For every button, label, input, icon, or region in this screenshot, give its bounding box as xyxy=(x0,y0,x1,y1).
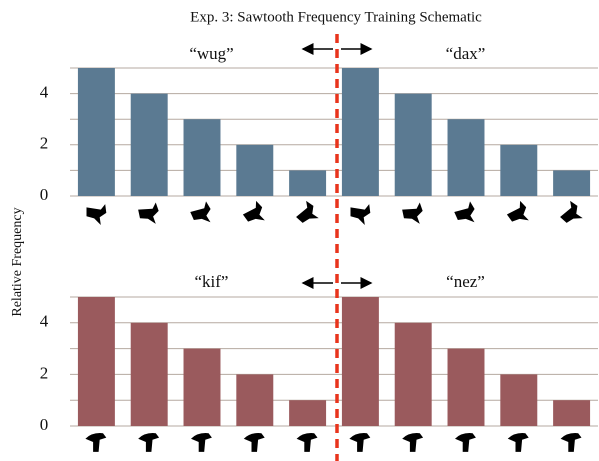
chart: Exp. 3: Sawtooth Frequency Training Sche… xyxy=(0,0,599,461)
bar xyxy=(553,170,590,196)
page: {"title": "Exp. 3: Sawtooth Frequency Tr… xyxy=(0,0,599,461)
stimulus-icon xyxy=(561,433,582,452)
stimulus-icon xyxy=(401,202,425,227)
bar xyxy=(342,68,379,196)
bar xyxy=(553,400,590,426)
bar xyxy=(448,119,485,196)
bar xyxy=(289,400,326,426)
stimulus-icon xyxy=(244,433,265,452)
stimulus-icon xyxy=(138,433,159,452)
stimulus-icon xyxy=(297,433,318,452)
bar xyxy=(78,297,115,426)
bar xyxy=(184,349,221,426)
stimulus-icon xyxy=(241,200,269,229)
bar xyxy=(395,94,432,196)
bar xyxy=(131,94,168,196)
y-axis-label: Relative Frequency xyxy=(10,207,25,316)
group-label: “wug” xyxy=(189,44,233,63)
bar xyxy=(184,119,221,196)
stimulus-icon xyxy=(455,433,476,452)
bar xyxy=(131,323,168,426)
stimulus-icon xyxy=(349,433,370,452)
stimulus-icon xyxy=(137,202,161,227)
stimulus-icon xyxy=(351,204,371,225)
bar xyxy=(448,349,485,426)
stimulus-icon xyxy=(505,200,533,229)
y-tick-label: 4 xyxy=(40,83,49,102)
bar xyxy=(342,297,379,426)
stimulus-icon xyxy=(453,201,480,228)
y-tick-label: 0 xyxy=(40,185,49,204)
chart-title: Exp. 3: Sawtooth Frequency Training Sche… xyxy=(190,9,482,25)
y-tick-label: 2 xyxy=(40,363,49,382)
bar xyxy=(236,374,273,426)
bar xyxy=(289,170,326,196)
stimulus-icon xyxy=(87,204,107,225)
y-tick-label: 0 xyxy=(40,415,49,434)
stimulus-icon xyxy=(508,433,529,452)
bar xyxy=(395,323,432,426)
stimulus-icon xyxy=(85,433,106,452)
group-label: “nez” xyxy=(446,272,485,291)
bar xyxy=(500,374,537,426)
y-tick-label: 2 xyxy=(40,134,49,153)
group-label: “dax” xyxy=(446,44,486,63)
stimulus-icon xyxy=(189,201,216,228)
stimulus-icon xyxy=(191,433,212,452)
bar xyxy=(78,68,115,196)
stimulus-icon xyxy=(294,200,323,229)
bar xyxy=(500,145,537,196)
group-label: “kif” xyxy=(195,272,229,291)
stimulus-icon xyxy=(558,200,587,229)
y-tick-label: 4 xyxy=(40,312,49,331)
bar xyxy=(236,145,273,196)
stimulus-icon xyxy=(402,433,423,452)
